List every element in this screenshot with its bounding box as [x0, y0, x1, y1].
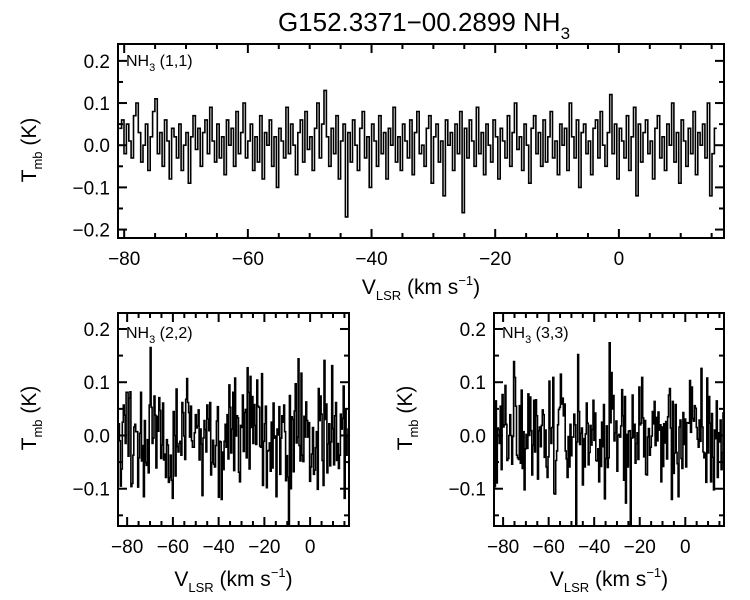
transition-label-tail: (2,2): [155, 325, 192, 342]
plot-frame: [493, 312, 725, 527]
y-tick-label: 0.1: [460, 373, 486, 394]
figure-title: G152.3371−00.2899 NH3: [278, 7, 570, 43]
panel-1: −80 −60 −40 −20 0 −0.2 −0.1 0.0 0.1 0.2 NH3 (1,1) V…: [18, 43, 725, 303]
x-axis-title-sub: LSR: [564, 580, 589, 595]
y-axis-title-main: T: [394, 437, 417, 450]
panel-2: −80 −60 −40 −20 0 −0.1 0.0 0.1 0.2 NH3 (2,2) VLSR …: [18, 312, 350, 595]
x-tick-label: −80: [108, 249, 140, 270]
y-axis-title: Tmb (K): [394, 386, 421, 451]
y-tick-label: −0.1: [72, 178, 110, 199]
transition-label-tail: (1,1): [155, 53, 192, 70]
x-axis-title-sup: −1: [458, 273, 473, 288]
panels: −80 −60 −40 −20 0−0.2−0.10.00.10.2 NH3 (1,1)V…: [18, 43, 725, 595]
x-tick-label: 0: [680, 537, 691, 558]
x-axis-title-sup: −1: [271, 565, 286, 580]
x-axis-title: VLSR (km s−1): [174, 565, 292, 595]
transition-label: NH3 (2,2): [126, 325, 193, 346]
x-tick-label: −80: [487, 537, 519, 558]
y-axis-title-units: (K): [18, 386, 41, 420]
y-tick-label: 0.0: [84, 426, 110, 447]
x-tick-label: −40: [578, 537, 610, 558]
y-axis-title-main: T: [18, 169, 41, 182]
x-axis-title-sup: −1: [646, 565, 661, 580]
y-axis-title-units: (K): [394, 386, 417, 420]
x-tick-label: −60: [232, 249, 264, 270]
y-axis-title-units: (K): [18, 118, 41, 152]
y-tick-label: 0.0: [84, 136, 110, 157]
x-axis-title-sub: LSR: [188, 580, 213, 595]
y-axis-title-sub: mb: [30, 419, 45, 437]
y-tick-label: −0.1: [448, 480, 486, 501]
transition-label-sub: 3: [149, 334, 155, 346]
y-tick-label: 0.1: [84, 94, 110, 115]
transition-label: NH3 (1,1): [126, 53, 193, 74]
x-axis-title: VLSR (km s−1): [362, 273, 480, 303]
y-tick-label: 0.2: [84, 320, 110, 341]
x-tick-label: −80: [111, 537, 143, 558]
transition-label-tail: (3,3): [531, 325, 568, 342]
transition-label: NH3 (3,3): [502, 325, 569, 346]
x-tick-label: −40: [203, 537, 235, 558]
x-tick-label: −20: [624, 537, 656, 558]
y-axis-title-sub: mb: [30, 151, 45, 169]
y-axis-title-main: T: [18, 437, 41, 450]
spectrum-trace: [119, 89, 717, 218]
y-axis-title-sub: mb: [406, 419, 421, 437]
figure-title-main: G152.3371−00.2899 NH: [278, 7, 561, 37]
plot-frame: [117, 312, 350, 527]
spectrum-trace: [118, 346, 349, 526]
y-tick-label: 0.0: [460, 426, 486, 447]
x-tick-label: 0: [305, 537, 316, 558]
x-tick-label: −20: [248, 537, 280, 558]
x-axis-title-main: V: [362, 276, 376, 299]
x-tick-label: −20: [479, 249, 511, 270]
x-tick-label: 0: [614, 249, 625, 270]
x-tick-label: −60: [157, 537, 189, 558]
x-axis-title-units: (km s: [401, 276, 458, 299]
panel-3: −80 −60 −40 −20 0 −0.1 0.0 0.1 0.2 NH3 (3,3) VLSR …: [394, 312, 725, 595]
x-axis-title-sub: LSR: [376, 288, 401, 303]
y-tick-label: 0.2: [84, 52, 110, 73]
y-tick-label: −0.1: [72, 480, 110, 501]
x-axis-title-units: (km s: [589, 568, 646, 591]
y-axis-title: Tmb (K): [18, 386, 45, 451]
transition-label-main: NH: [126, 325, 149, 342]
y-tick-label: 0.1: [84, 373, 110, 394]
y-tick-label: 0.2: [460, 320, 486, 341]
transition-label-main: NH: [502, 325, 525, 342]
y-axis-title: Tmb (K): [18, 118, 45, 183]
transition-label-main: NH: [126, 53, 149, 70]
x-tick-label: −60: [533, 537, 565, 558]
plot-frame: [117, 43, 725, 239]
figure-title-sub: 3: [561, 24, 570, 43]
y-tick-label: −0.2: [72, 221, 110, 242]
x-axis-title-units: (km s: [214, 568, 271, 591]
x-axis-title-close: ): [661, 568, 668, 591]
spectrum-trace: [494, 342, 724, 526]
x-axis-title: VLSR (km s−1): [550, 565, 668, 595]
x-axis-title-main: V: [550, 568, 564, 591]
x-axis-title-close: ): [473, 276, 480, 299]
x-axis-title-main: V: [174, 568, 188, 591]
transition-label-sub: 3: [149, 62, 155, 74]
x-tick-label: −40: [355, 249, 387, 270]
x-axis-title-close: ): [286, 568, 293, 591]
transition-label-sub: 3: [525, 334, 531, 346]
